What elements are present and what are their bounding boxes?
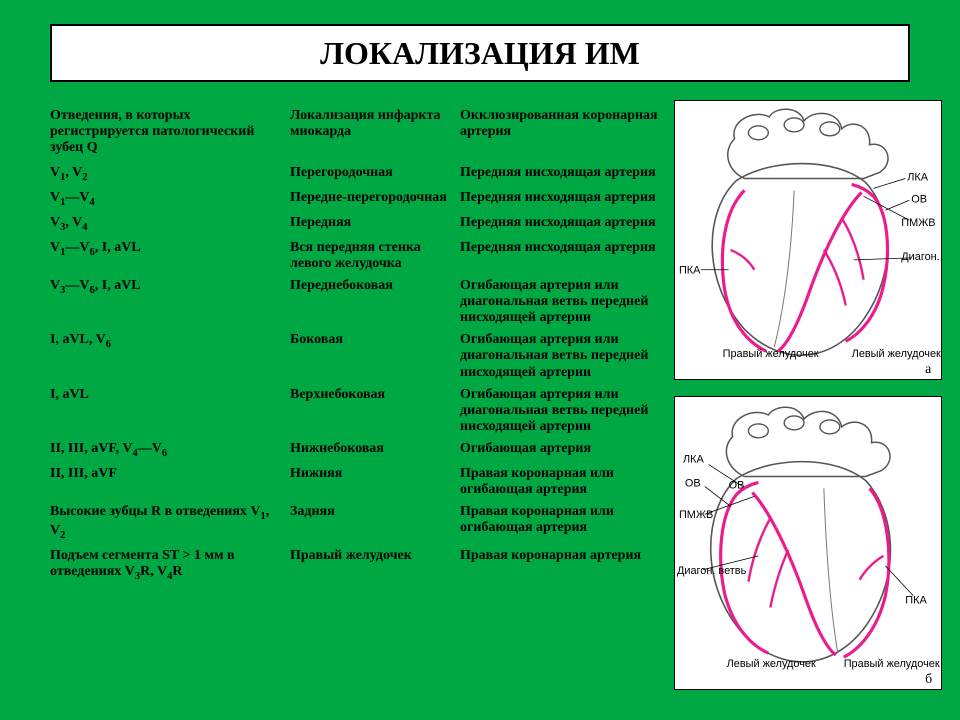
table-row: V3, V4ПередняяПередняя нисходящая артери… xyxy=(50,212,670,237)
cell-leads: I, aVL xyxy=(50,384,290,438)
cell-artery: Передняя нисходящая артерия xyxy=(460,212,670,237)
cell-loc: Задняя xyxy=(290,501,460,545)
cell-loc: Правый желудочек xyxy=(290,545,460,586)
table-row: Высокие зубцы R в отведениях V1, V2Задня… xyxy=(50,501,670,545)
cell-artery: Огибающая артерия или диагональная ветвь… xyxy=(460,329,670,383)
table-header-row: Отведения, в которых регистрируется пато… xyxy=(50,105,670,162)
cell-leads: V3—V6, I, aVL xyxy=(50,275,290,329)
cell-artery: Передняя нисходящая артерия xyxy=(460,162,670,187)
svg-text:Диагон. ветвь: Диагон. ветвь xyxy=(677,565,747,577)
label-ov: ОВ xyxy=(911,193,927,205)
cell-artery: Огибающая артерия или диагональная ветвь… xyxy=(460,275,670,329)
cell-artery: Огибающая артерия или диагональная ветвь… xyxy=(460,384,670,438)
table-row: II, III, aVFНижняяПравая коронарная или … xyxy=(50,463,670,501)
label-diag: Диагон. ветвь xyxy=(901,251,941,263)
table-row: V1, V2ПерегородочнаяПередняя нисходящая … xyxy=(50,162,670,187)
table-row: I, aVLВерхнебоковаяОгибающая артерия или… xyxy=(50,384,670,438)
heart-figure-anterior: ЛКА ОВ ПМЖВ Диагон. ветвь ПКА Правый жел… xyxy=(674,100,942,380)
cell-artery: Правая коронарная артерия xyxy=(460,545,670,586)
label-lv: Левый желудочек xyxy=(852,348,941,360)
cell-loc: Верхнебоковая xyxy=(290,384,460,438)
cell-artery: Передняя нисходящая артерия xyxy=(460,187,670,212)
cell-loc: Переднебоковая xyxy=(290,275,460,329)
col-header-loc: Локализация инфаркта миокарда xyxy=(290,105,460,162)
page-title: ЛОКАЛИЗАЦИЯ ИМ xyxy=(320,35,640,72)
table-row: V3—V6, I, aVLПереднебоковаяОгибающая арт… xyxy=(50,275,670,329)
cell-loc: Боковая xyxy=(290,329,460,383)
svg-text:Левый желудочек: Левый желудочек xyxy=(727,658,816,670)
label-pka-b: ПКА xyxy=(905,595,927,607)
label-lka: ЛКА xyxy=(907,171,929,183)
cell-leads: Высокие зубцы R в отведениях V1, V2 xyxy=(50,501,290,545)
cell-artery: Правая коронарная или огибающая артерия xyxy=(460,463,670,501)
cell-leads: V1, V2 xyxy=(50,162,290,187)
cell-loc: Передняя xyxy=(290,212,460,237)
col-header-artery: Окклюзированная коронарная артерия xyxy=(460,105,670,162)
col-header-leads: Отведения, в которых регистрируется пато… xyxy=(50,105,290,162)
cell-leads: V1—V4 xyxy=(50,187,290,212)
label-lka-b: ЛКА xyxy=(683,454,705,466)
cell-leads: Подъем сегмента ST > 1 мм в отведениях V… xyxy=(50,545,290,586)
cell-leads: V1—V6, I, aVL xyxy=(50,237,290,275)
table-row: V1—V4Передне-перегородочнаяПередняя нисх… xyxy=(50,187,670,212)
label-ov2-b: ОВ xyxy=(729,479,745,491)
cell-leads: I, aVL, V6 xyxy=(50,329,290,383)
figure-letter-b: б xyxy=(925,672,932,687)
cell-loc: Нижнебоковая xyxy=(290,438,460,463)
cell-artery: Правая коронарная или огибающая артерия xyxy=(460,501,670,545)
localization-table: Отведения, в которых регистрируется пато… xyxy=(50,105,670,586)
svg-text:Диагон. ветвь: Диагон. ветвь xyxy=(901,251,941,263)
cell-loc: Передне-перегородочная xyxy=(290,187,460,212)
svg-text:Правый желудочек: Правый желудочек xyxy=(844,658,940,670)
label-rv-b: Правый желудочек xyxy=(844,658,940,670)
cell-artery: Огибающая артерия xyxy=(460,438,670,463)
label-lv-b: Левый желудочек xyxy=(727,658,816,670)
table-row: II, III, aVF, V4—V6НижнебоковаяОгибающая… xyxy=(50,438,670,463)
svg-text:Правый желудочек: Правый желудочек xyxy=(723,348,819,360)
svg-text:Левый желудочек: Левый желудочек xyxy=(852,348,941,360)
title-bar: ЛОКАЛИЗАЦИЯ ИМ xyxy=(50,24,910,82)
table-row: Подъем сегмента ST > 1 мм в отведениях V… xyxy=(50,545,670,586)
label-rv: Правый желудочек xyxy=(723,348,819,360)
cell-loc: Нижняя xyxy=(290,463,460,501)
label-pmzv: ПМЖВ xyxy=(901,217,935,229)
label-pmzv-b: ПМЖВ xyxy=(679,509,713,521)
cell-leads: V3, V4 xyxy=(50,212,290,237)
figure-letter-a: а xyxy=(925,362,931,377)
label-pka: ПКА xyxy=(679,265,701,277)
cell-leads: II, III, aVF xyxy=(50,463,290,501)
cell-leads: II, III, aVF, V4—V6 xyxy=(50,438,290,463)
table-row: V1—V6, I, aVLВся передняя стенка левого … xyxy=(50,237,670,275)
heart-figure-posterior: ЛКА ОВ ОВ ПМЖВ Диагон. ветвь ПКА Левый ж… xyxy=(674,396,942,690)
cell-loc: Вся передняя стенка левого желудочка xyxy=(290,237,460,275)
table-row: I, aVL, V6БоковаяОгибающая артерия или д… xyxy=(50,329,670,383)
label-ov-b: ОВ xyxy=(685,477,701,489)
label-diag-b: Диагон. ветвь xyxy=(677,565,747,577)
cell-artery: Передняя нисходящая артерия xyxy=(460,237,670,275)
cell-loc: Перегородочная xyxy=(290,162,460,187)
